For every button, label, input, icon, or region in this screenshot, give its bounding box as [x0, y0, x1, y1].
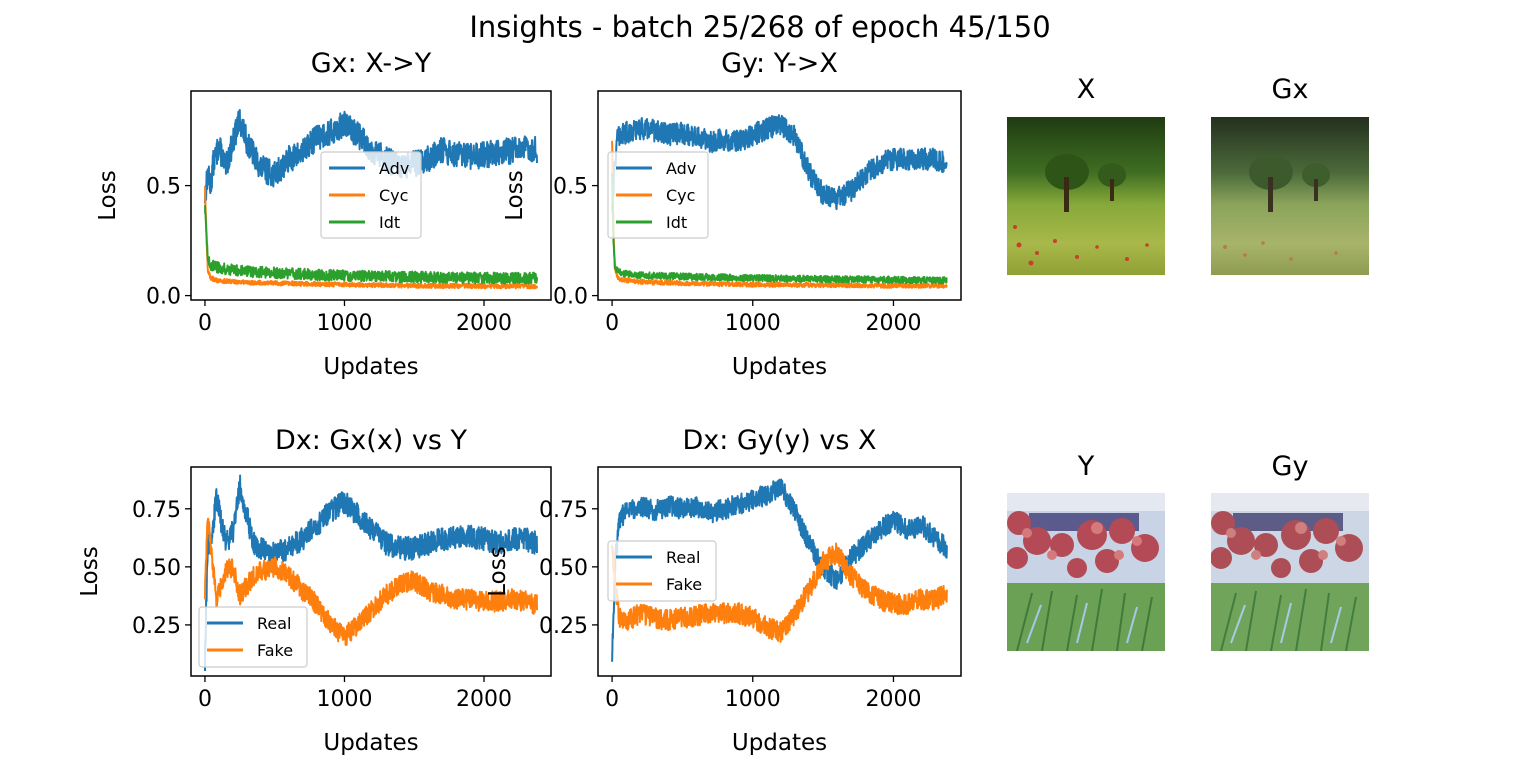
series-line-fake — [204, 517, 538, 646]
legend-box — [607, 151, 709, 239]
y-tick-label: 0.25 — [539, 614, 588, 639]
y-axis-label: Loss — [485, 546, 511, 596]
y-tick-label: 0.5 — [553, 175, 588, 200]
y-axis-label: Loss — [77, 546, 103, 596]
series-line-adv — [204, 109, 538, 204]
series-line-real — [611, 478, 948, 662]
x-tick-label: 2000 — [865, 311, 921, 336]
x-axis-label: Updates — [732, 354, 827, 380]
legend: Real Fake — [607, 540, 717, 602]
chart-title-gx: Gx: X->Y — [310, 48, 432, 79]
series-line-real — [204, 474, 538, 672]
y-tick-label: 0.75 — [539, 498, 588, 523]
x-tick-label: 0 — [198, 687, 212, 712]
x-tick-label: 2000 — [456, 687, 512, 712]
x-tick-label: 0 — [198, 311, 212, 336]
x-tick-label: 2000 — [865, 687, 921, 712]
series-line-idt — [611, 173, 948, 285]
x-tick-label: 0 — [605, 687, 619, 712]
series-line-idt — [204, 205, 538, 285]
x-tick-label: 1000 — [725, 311, 781, 336]
axes-frame — [597, 466, 962, 677]
legend: Adv Cyc Idt — [607, 151, 709, 239]
legend-label-idt: Idt — [379, 213, 400, 232]
x-tick-label: 1000 — [316, 687, 372, 712]
image-title-y: Y — [1077, 451, 1095, 482]
y-tick-label: 0.50 — [132, 556, 181, 581]
garden-image-gy — [1211, 493, 1369, 651]
legend-label-idt: Idt — [666, 213, 687, 232]
meadow-image-gx — [1211, 117, 1369, 275]
legend-label-adv: Adv — [666, 159, 696, 178]
y-tick-label: 0.0 — [553, 285, 588, 310]
legend-label-fake: Fake — [666, 575, 702, 594]
y-tick-label: 0.0 — [146, 285, 181, 310]
plot-area — [611, 478, 948, 662]
axes-frame — [190, 90, 552, 301]
y-axis-label: Loss — [502, 170, 528, 220]
image-title-gy: Gy — [1271, 451, 1309, 482]
chart-gy-loss: 0 1000 2000 0.0 0.5 Updates Loss Adv Cyc Idt — [502, 90, 962, 380]
image-title-x: X — [1076, 74, 1096, 105]
chart-title-dx-gy: Dx: Gy(y) vs X — [682, 425, 877, 456]
figure-suptitle: Insights - batch 25/268 of epoch 45/150 — [469, 10, 1051, 44]
series-line-adv — [611, 114, 948, 212]
legend-label-cyc: Cyc — [666, 186, 695, 205]
legend-label-real: Real — [257, 614, 292, 633]
x-axis-label: Updates — [732, 730, 827, 756]
legend-label-adv: Adv — [379, 159, 409, 178]
chart-title-dx-gx: Dx: Gx(x) vs Y — [274, 425, 468, 456]
plot-area — [611, 114, 948, 289]
axes-frame — [190, 466, 552, 677]
y-tick-label: 0.75 — [132, 498, 181, 523]
x-tick-label: 0 — [605, 311, 619, 336]
legend-label-real: Real — [666, 548, 701, 567]
y-axis-label: Loss — [95, 170, 121, 220]
legend: Adv Cyc Idt — [320, 151, 422, 239]
series-line-fake — [611, 542, 948, 643]
plot-area — [204, 109, 538, 290]
meadow-image-x — [1007, 117, 1165, 275]
x-tick-label: 1000 — [316, 311, 372, 336]
plot-area — [204, 474, 538, 672]
y-tick-label: 0.5 — [146, 175, 181, 200]
chart-title-gy: Gy: Y->X — [721, 48, 838, 79]
series-line-cyc — [611, 140, 948, 289]
x-tick-label: 2000 — [456, 311, 512, 336]
x-tick-label: 1000 — [725, 687, 781, 712]
image-title-gx: Gx — [1271, 74, 1309, 105]
legend-box — [320, 151, 422, 239]
legend-label-fake: Fake — [257, 641, 293, 660]
series-line-cyc — [204, 186, 538, 290]
legend: Real Fake — [198, 606, 308, 668]
y-tick-label: 0.50 — [539, 556, 588, 581]
x-axis-label: Updates — [323, 354, 418, 380]
legend-label-cyc: Cyc — [379, 186, 408, 205]
chart-dx-gy-loss: 0 1000 2000 0.25 0.50 0.75 Updates Loss Real Fake — [485, 466, 962, 756]
x-axis-label: Updates — [323, 730, 418, 756]
garden-image-y — [1007, 493, 1165, 651]
chart-dx-gx-loss: 0 1000 2000 0.25 0.50 0.75 Updates Loss Real Fake — [77, 466, 552, 756]
chart-gx-loss: 0 1000 2000 0.0 0.5 Updates Loss Adv Cyc Idt — [95, 90, 552, 380]
y-tick-label: 0.25 — [132, 614, 181, 639]
axes-frame — [597, 90, 962, 301]
